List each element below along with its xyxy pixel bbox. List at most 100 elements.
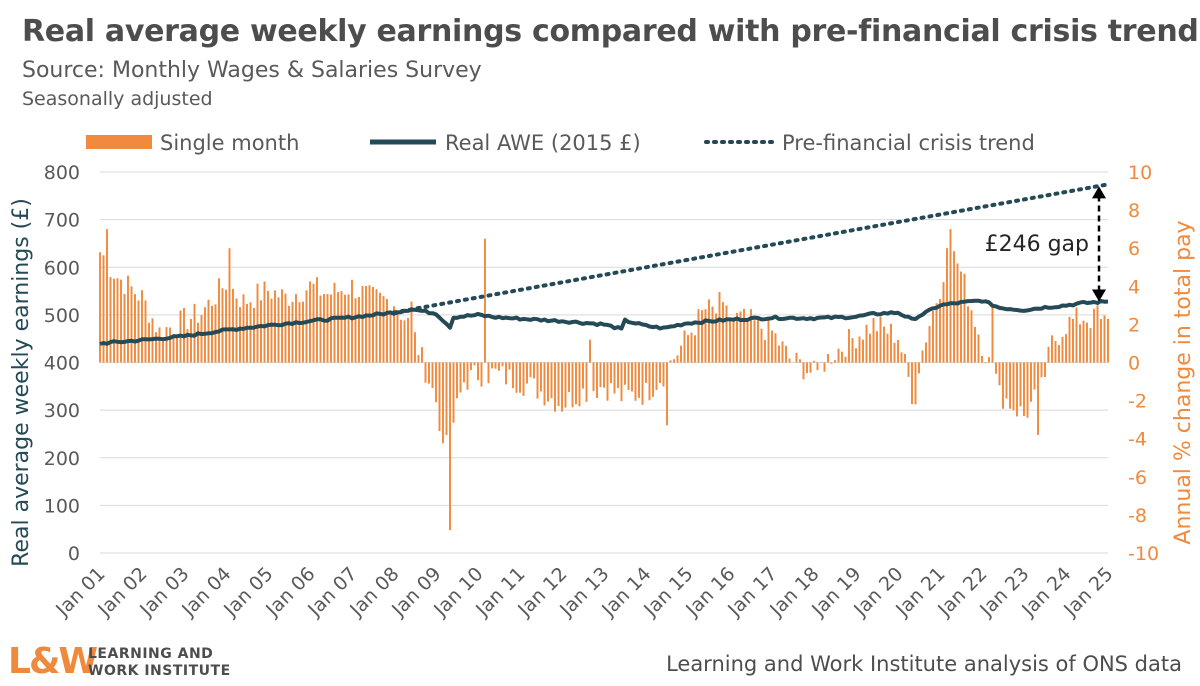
- bar: [347, 294, 350, 363]
- bar: [645, 362, 647, 383]
- bar: [1016, 362, 1018, 417]
- bar: [330, 294, 332, 363]
- bar: [365, 285, 367, 363]
- bar: [295, 294, 297, 363]
- bar: [1065, 334, 1067, 363]
- bar: [753, 320, 756, 363]
- bar: [722, 302, 724, 363]
- bar: [655, 362, 658, 390]
- bar: [589, 339, 591, 363]
- bar: [298, 302, 301, 363]
- bar: [109, 277, 112, 363]
- bar: [190, 319, 192, 363]
- bar: [414, 332, 416, 363]
- bar: [417, 355, 420, 363]
- bar: [827, 353, 829, 363]
- bar: [666, 362, 668, 426]
- y-right-tick-label: -10: [1128, 543, 1159, 565]
- bar: [648, 362, 651, 401]
- bar: [907, 362, 910, 377]
- bar: [704, 309, 707, 363]
- bar: [344, 294, 346, 363]
- bar: [634, 362, 637, 401]
- bar: [428, 362, 430, 384]
- bar: [1012, 362, 1015, 411]
- bar: [732, 317, 735, 363]
- bar: [851, 338, 854, 363]
- bar: [638, 362, 640, 398]
- bar: [200, 315, 203, 363]
- bar: [806, 362, 808, 374]
- bar: [477, 362, 479, 381]
- bar: [239, 306, 241, 363]
- bar: [592, 362, 595, 392]
- bar: [802, 362, 805, 380]
- bar: [382, 296, 385, 363]
- bar: [729, 319, 731, 363]
- bar: [333, 282, 336, 363]
- bar: [260, 300, 262, 363]
- chart-note: Seasonally adjusted: [22, 88, 213, 110]
- bar: [942, 282, 945, 363]
- y-right-axis-title: Annual % change in total pay: [1171, 220, 1196, 544]
- bar: [1040, 362, 1043, 378]
- bar: [536, 362, 539, 399]
- y-right-tick-label: -4: [1128, 429, 1147, 451]
- y-left-tick-label: 100: [44, 495, 80, 517]
- bar: [988, 357, 990, 363]
- bar: [876, 331, 878, 363]
- bar: [585, 362, 588, 402]
- bar: [694, 335, 696, 363]
- bar: [246, 303, 248, 363]
- y-right-tick-label: 4: [1128, 276, 1140, 298]
- gap-arrow-head-top: [1092, 186, 1106, 199]
- bar: [221, 288, 224, 363]
- bar: [606, 362, 609, 401]
- bar: [711, 306, 714, 363]
- bar: [407, 317, 409, 363]
- bar: [389, 313, 392, 363]
- bar: [134, 294, 136, 363]
- bar: [1089, 328, 1092, 363]
- bar: [883, 326, 885, 363]
- bar: [393, 306, 395, 363]
- bar: [662, 362, 665, 387]
- y-left-tick-label: 0: [68, 543, 80, 565]
- bar: [442, 362, 444, 444]
- bar: [218, 278, 220, 363]
- bar: [312, 283, 315, 363]
- gap-annotation: £246 gap: [985, 232, 1089, 257]
- bar: [225, 289, 227, 363]
- bar: [127, 275, 129, 363]
- bar: [879, 316, 882, 363]
- bar: [379, 292, 381, 363]
- bar: [473, 362, 476, 366]
- bar: [830, 362, 833, 364]
- bar: [956, 263, 959, 363]
- bar: [270, 298, 273, 363]
- bar: [1051, 335, 1053, 363]
- bar: [683, 330, 686, 363]
- logo-mark: L&W: [8, 641, 98, 682]
- bar: [690, 332, 693, 363]
- bar: [862, 339, 864, 363]
- bar: [778, 345, 780, 363]
- y-right-tick-label: 0: [1128, 353, 1140, 375]
- logo-line-1: LEARNING AND: [88, 646, 214, 662]
- bar: [340, 291, 343, 363]
- bar: [1044, 362, 1046, 378]
- y-left-tick-label: 800: [44, 162, 80, 184]
- bar: [781, 341, 784, 363]
- bar: [456, 362, 458, 399]
- bar: [431, 362, 434, 388]
- bar: [890, 323, 892, 363]
- bar: [788, 358, 791, 363]
- bar: [302, 301, 304, 363]
- bar: [564, 362, 567, 408]
- bar: [1033, 362, 1036, 390]
- bar: [526, 362, 528, 384]
- bar: [533, 362, 535, 379]
- bar: [718, 292, 721, 363]
- bar: [470, 362, 472, 370]
- bar: [228, 248, 231, 363]
